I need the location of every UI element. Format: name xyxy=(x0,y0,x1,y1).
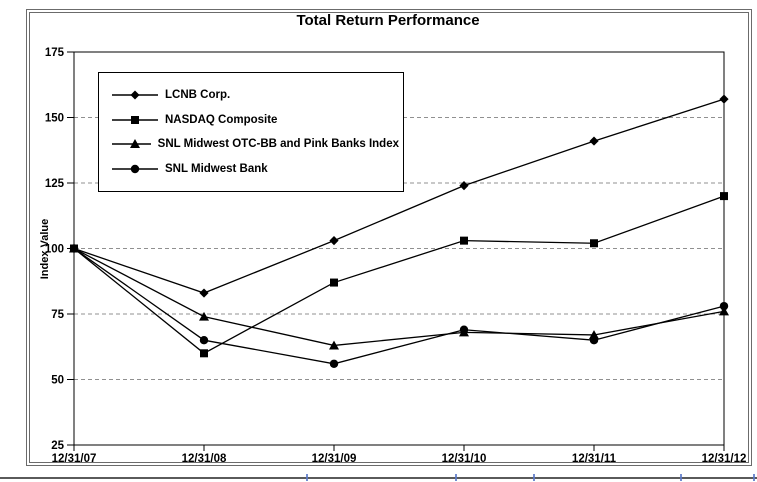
marker-square xyxy=(70,244,78,253)
legend-box: LCNB Corp. NASDAQ Composite SNL Midwest … xyxy=(98,72,404,192)
series-line xyxy=(73,247,725,365)
series-line xyxy=(73,98,725,294)
table-column-tick xyxy=(753,474,755,481)
marker-triangle xyxy=(329,340,339,350)
marker-triangle xyxy=(199,311,209,321)
marker-square xyxy=(200,349,208,358)
marker-circle xyxy=(719,301,729,311)
x-tick-label: 12/31/08 xyxy=(182,453,227,465)
x-tick-label: 12/31/12 xyxy=(702,453,747,465)
marker-circle xyxy=(199,336,209,345)
marker-diamond xyxy=(199,288,209,298)
marker-square xyxy=(720,192,728,201)
legend-label: SNL Midwest Bank xyxy=(165,163,268,176)
y-tick-label: 175 xyxy=(45,47,65,59)
legend-label: LCNB Corp. xyxy=(165,88,231,101)
marker-diamond xyxy=(459,181,469,191)
marker-diamond xyxy=(329,236,339,246)
y-tick-label: 100 xyxy=(45,244,64,256)
series-line xyxy=(73,247,725,347)
table-column-tick xyxy=(455,474,457,481)
legend-item-snl-otcbb: SNL Midwest OTC-BB and Pink Banks Index xyxy=(112,138,399,150)
marker-diamond xyxy=(589,136,599,146)
legend-item-nasdaq: NASDAQ Composite xyxy=(112,114,399,126)
y-tick-label: 75 xyxy=(51,309,64,321)
x-tick-label: 12/31/07 xyxy=(52,453,97,465)
x-tick-label: 12/31/10 xyxy=(442,453,487,465)
table-column-tick xyxy=(680,474,682,481)
x-tick-label: 12/31/09 xyxy=(312,453,357,465)
marker-square xyxy=(460,236,468,245)
y-tick-label: 150 xyxy=(45,113,64,125)
table-column-tick xyxy=(533,474,535,481)
x-tick-label: 12/31/11 xyxy=(572,453,617,465)
table-top-rule xyxy=(0,477,757,479)
series-line xyxy=(73,195,725,355)
marker-triangle xyxy=(459,327,469,337)
legend-item-snl-bank: SNL Midwest Bank xyxy=(112,163,399,175)
legend-marker-square-icon xyxy=(112,115,158,124)
legend-item-lcnb: LCNB Corp. xyxy=(112,89,399,101)
y-tick-label: 50 xyxy=(51,375,64,387)
marker-triangle xyxy=(719,306,729,316)
y-tick-label: 25 xyxy=(51,440,64,452)
table-column-tick xyxy=(306,474,308,481)
marker-triangle xyxy=(589,330,599,339)
marker-square xyxy=(590,239,598,248)
legend-label: NASDAQ Composite xyxy=(165,113,278,126)
chart-area-inner-border xyxy=(29,12,749,463)
legend-label: SNL Midwest OTC-BB and Pink Banks Index xyxy=(157,138,399,151)
legend-marker-triangle-icon xyxy=(112,139,151,149)
y-tick-label: 125 xyxy=(45,178,65,190)
chart-title: Total Return Performance xyxy=(296,12,480,29)
legend-marker-circle-icon xyxy=(112,164,158,174)
marker-circle xyxy=(329,359,339,368)
marker-square xyxy=(330,278,338,287)
legend-marker-diamond-icon xyxy=(112,90,158,100)
marker-diamond xyxy=(719,94,729,104)
